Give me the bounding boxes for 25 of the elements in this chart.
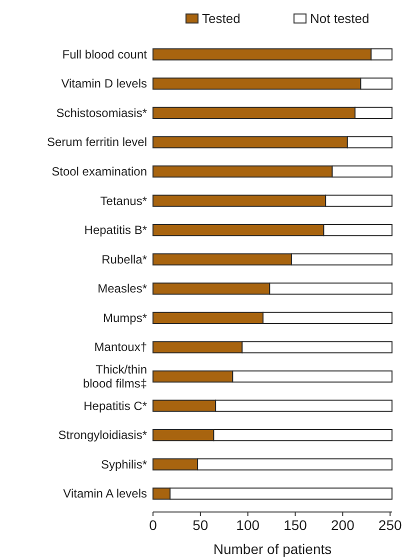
x-tick-label: 200 [331, 517, 355, 533]
y-tick-label: Serum ferritin level [46, 135, 147, 150]
y-tick-label: Strongyloidiasis* [58, 428, 148, 442]
y-tick-label: Mantoux† [94, 340, 147, 354]
y-tick-label: Schistosomiasis* [56, 106, 148, 120]
y-tick-label: Full blood count [62, 47, 148, 62]
legend-label: Not tested [310, 11, 370, 26]
x-tick-label: 0 [149, 517, 158, 533]
x-axis-title: Number of patients [213, 541, 332, 557]
y-tick-label: Measles* [98, 282, 148, 296]
y-tick-label: Mumps* [102, 310, 148, 325]
y-tick-label: Hepatitis C* [84, 398, 148, 413]
y-tick-label: Vitamin D levels [61, 76, 147, 91]
x-tick-label: 100 [236, 517, 260, 533]
legend-label: Tested [202, 11, 240, 26]
x-tick-label: 250 [378, 517, 402, 533]
y-tick-label: Rubella* [102, 252, 148, 266]
y-tick-label: Vitamin A levels [63, 486, 147, 501]
x-tick-label: 50 [192, 517, 208, 533]
y-tick-label: Stool examination [52, 164, 147, 178]
y-tick-label: Thick/thin blood films‡ [82, 362, 147, 391]
y-tick-label: Tetanus* [100, 194, 148, 208]
y-tick-label: Syphilis* [100, 457, 148, 472]
y-tick-label: Hepatitis B* [84, 223, 148, 238]
x-tick-label: 150 [284, 517, 308, 533]
